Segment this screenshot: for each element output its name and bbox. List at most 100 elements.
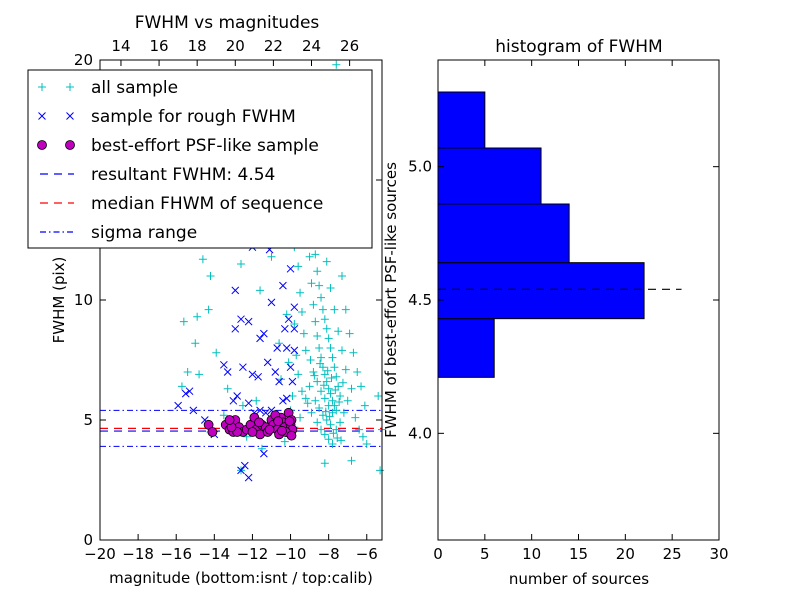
legend-marker xyxy=(65,140,75,150)
data-point xyxy=(326,344,335,352)
histogram-axis-ticks: 0 5 10 15 20 25 30 4.0 4.5 5.0 xyxy=(408,60,729,563)
histogram-panel: histogram of FWHM number of sources FWHM… xyxy=(382,37,729,588)
data-point xyxy=(282,394,291,403)
data-point xyxy=(271,368,280,376)
data-point xyxy=(174,401,182,410)
data-point xyxy=(254,372,263,381)
data-point xyxy=(326,389,335,398)
data-point xyxy=(310,371,319,380)
data-point xyxy=(311,396,320,405)
data-point xyxy=(204,305,213,314)
x-tick-label: 25 xyxy=(663,545,682,563)
data-point xyxy=(260,329,268,338)
data-point xyxy=(248,370,257,379)
data-point xyxy=(351,413,360,422)
data-point xyxy=(330,363,339,372)
data-point xyxy=(256,286,265,295)
y-tick-label: 0 xyxy=(83,531,93,549)
x-tick-label: −12 xyxy=(237,545,269,563)
x-tick-label: 30 xyxy=(709,545,728,563)
data-point xyxy=(280,324,289,333)
data-point xyxy=(261,408,270,417)
data-point xyxy=(324,384,333,393)
data-point xyxy=(244,317,253,326)
data-point xyxy=(325,412,334,421)
data-point xyxy=(260,449,268,458)
data-point xyxy=(247,427,258,437)
y-tick-label: 10 xyxy=(74,291,93,309)
data-point xyxy=(290,324,299,333)
x-tick-label: −14 xyxy=(198,545,230,563)
data-point xyxy=(355,425,364,434)
data-point xyxy=(286,363,295,372)
data-point xyxy=(337,346,346,355)
data-point xyxy=(237,466,245,475)
data-point xyxy=(239,363,247,372)
data-point xyxy=(273,344,282,352)
data-point xyxy=(315,404,324,412)
data-point xyxy=(322,257,331,266)
top-x-tick-label: 16 xyxy=(150,37,169,55)
histogram-bar xyxy=(437,91,486,149)
data-point xyxy=(290,303,299,312)
data-point xyxy=(316,359,325,368)
data-point xyxy=(244,473,253,482)
data-point xyxy=(273,416,284,427)
data-point xyxy=(189,406,198,415)
data-point xyxy=(337,436,346,445)
data-point xyxy=(191,339,200,348)
data-point xyxy=(315,281,324,290)
data-point xyxy=(301,394,310,403)
data-point xyxy=(336,418,345,427)
data-point xyxy=(328,353,337,362)
data-point xyxy=(290,320,299,328)
data-point xyxy=(275,377,283,386)
data-point xyxy=(313,418,322,427)
data-point xyxy=(252,396,261,405)
data-point xyxy=(317,425,326,434)
histogram-frame xyxy=(437,59,720,541)
data-point xyxy=(309,300,318,309)
legend-label: all sample xyxy=(91,78,178,98)
x-tick-label: 0 xyxy=(433,545,443,563)
data-point xyxy=(326,420,335,429)
data-point xyxy=(286,264,295,273)
scatter-title: FWHM vs magnitudes xyxy=(135,13,320,33)
data-point xyxy=(322,324,331,333)
histogram-bar xyxy=(437,262,645,320)
data-point xyxy=(345,329,354,338)
legend-label: sigma range xyxy=(91,223,197,243)
data-point xyxy=(324,435,333,444)
data-point xyxy=(341,365,350,374)
data-point xyxy=(231,286,240,295)
top-x-tick-label: 20 xyxy=(226,37,245,55)
data-point xyxy=(332,60,341,69)
legend-marker xyxy=(38,112,46,120)
data-point xyxy=(305,252,314,261)
data-point xyxy=(324,401,333,410)
data-point xyxy=(362,440,371,448)
data-point xyxy=(254,417,265,428)
data-point xyxy=(335,398,344,406)
data-point xyxy=(301,346,310,355)
data-point xyxy=(279,281,287,290)
legend-label: median FHWM of sequence xyxy=(91,194,323,214)
data-point xyxy=(303,399,312,408)
data-point xyxy=(313,377,322,386)
y-tick-label: 5 xyxy=(83,411,93,429)
scatter-legend: all sample sample for rough FWHM best-effo… xyxy=(27,69,373,249)
data-point xyxy=(212,348,221,357)
data-point xyxy=(328,396,337,405)
data-point xyxy=(330,305,339,314)
data-point xyxy=(331,386,340,394)
data-point xyxy=(280,437,289,446)
data-point xyxy=(297,308,306,316)
histogram-bars xyxy=(437,91,645,378)
x-tick-label: −20 xyxy=(84,545,116,563)
data-point xyxy=(317,353,326,362)
data-point xyxy=(307,408,316,417)
data-point xyxy=(357,382,366,391)
data-point xyxy=(256,334,264,343)
data-point xyxy=(328,440,337,448)
